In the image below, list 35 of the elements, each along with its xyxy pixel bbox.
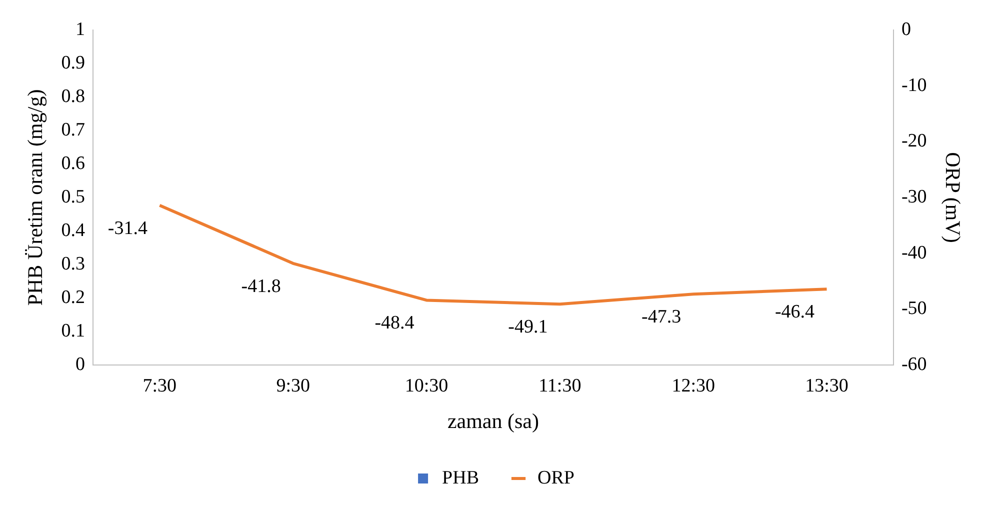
y-tick-label: 0.3 bbox=[61, 253, 85, 274]
x-tick-label: 11:30 bbox=[538, 375, 582, 396]
y-tick-label: 0.4 bbox=[61, 220, 86, 241]
y2-tick-label: -50 bbox=[901, 298, 927, 320]
y-tick-label: 0.6 bbox=[61, 152, 85, 174]
data-label: -31.4 bbox=[108, 218, 148, 239]
y2-tick-label: -30 bbox=[901, 186, 927, 208]
data-label: -41.8 bbox=[241, 276, 281, 297]
y-tick-label: 0.1 bbox=[61, 320, 85, 342]
y-tick-label: 0.2 bbox=[61, 286, 85, 308]
x-tick-label: 13:30 bbox=[805, 375, 848, 396]
legend-label: ORP bbox=[538, 467, 574, 488]
legend-label: PHB bbox=[442, 467, 480, 488]
y2-tick-label: -40 bbox=[901, 242, 927, 264]
y-tick-label: 0.7 bbox=[61, 119, 85, 140]
y-tick-label: 0 bbox=[75, 354, 85, 375]
y-tick-label: 0.9 bbox=[61, 52, 85, 74]
y2-tick-label: -60 bbox=[901, 354, 927, 375]
x-tick-label: 7:30 bbox=[142, 375, 177, 396]
y-tick-label: 0.8 bbox=[61, 86, 85, 107]
y-tick-label: 1 bbox=[75, 18, 85, 40]
data-label: -48.4 bbox=[374, 312, 415, 334]
y-tick-label: 0.5 bbox=[61, 186, 85, 208]
y2-tick-label: -20 bbox=[901, 130, 927, 152]
x-tick-label: 10:30 bbox=[404, 375, 448, 396]
x-tick-label: 9:30 bbox=[276, 375, 310, 396]
x-tick-label: 12:30 bbox=[672, 375, 715, 396]
y2-tick-label: -10 bbox=[901, 74, 927, 96]
data-label: -47.3 bbox=[642, 306, 682, 328]
data-label: -49.1 bbox=[508, 316, 548, 338]
y2-tick-label: 0 bbox=[901, 18, 911, 40]
y2-axis-title: ORP (mV) bbox=[940, 152, 965, 243]
x-axis-title: zaman (sa) bbox=[447, 408, 539, 433]
y-axis-title: PHB Üretim oranı (mg/g) bbox=[23, 89, 48, 306]
data-label: -46.4 bbox=[774, 302, 816, 323]
